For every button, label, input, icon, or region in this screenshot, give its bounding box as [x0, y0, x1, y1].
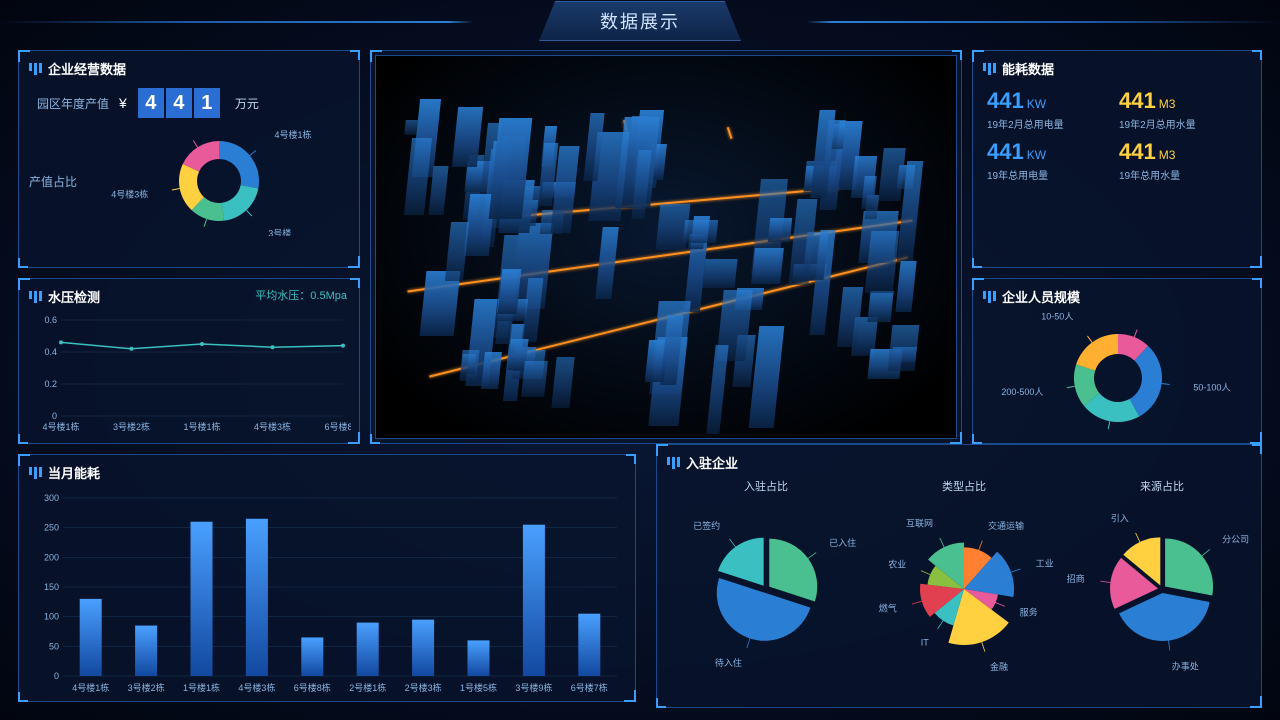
bars-icon — [29, 291, 42, 303]
panel-business-data: 企业经营数据 园区年度产值 ¥ 441 万元 产值占比 4号楼1栋3号楼1号楼2… — [18, 50, 360, 268]
panel-3d-city[interactable] — [370, 50, 962, 444]
svg-text:引入: 引入 — [1111, 513, 1129, 523]
bars-icon — [983, 291, 996, 303]
svg-text:200-500人: 200-500人 — [1001, 387, 1043, 397]
panel-title-text: 入驻企业 — [686, 453, 738, 472]
svg-text:2号楼1栋: 2号楼1栋 — [349, 682, 386, 693]
svg-text:分公司: 分公司 — [1222, 534, 1249, 544]
svg-text:4号楼1栋: 4号楼1栋 — [72, 682, 109, 693]
panel-monthly-energy: 当月能耗 0 50 100 150 200 250 300 4号楼1栋 3号楼2栋 1号楼1栋 4号… — [18, 454, 636, 702]
energy-metric: 441KW19年总用电量 — [987, 139, 1115, 182]
enterprise-pie-1: 交通运输工业服务金融 IT 燃气 农业 互联网 — [865, 494, 1063, 674]
svg-text:4号楼1栋: 4号楼1栋 — [274, 129, 311, 140]
energy-metric: 441M319年2月总用水量 — [1119, 88, 1247, 131]
svg-text:250: 250 — [44, 523, 59, 533]
panel-title-text: 企业人员规模 — [1002, 287, 1080, 306]
ratio-label: 产值占比 — [29, 173, 89, 190]
pie-subtitle: 来源占比 — [1063, 478, 1261, 494]
bars-icon — [29, 63, 42, 75]
svg-text:已签约: 已签约 — [693, 520, 720, 531]
panel-title-text: 能耗数据 — [1002, 59, 1054, 78]
bars-icon — [983, 63, 996, 75]
bars-icon — [29, 467, 42, 479]
svg-text:待入住: 待入住 — [715, 657, 742, 668]
svg-text:4号楼3栋: 4号楼3栋 — [111, 188, 148, 199]
svg-text:3号楼2栋: 3号楼2栋 — [113, 421, 150, 432]
svg-text:3号楼9栋: 3号楼9栋 — [515, 682, 552, 693]
svg-text:1号楼1栋: 1号楼1栋 — [183, 421, 220, 432]
panel-enterprises: 入驻企业 入驻占比已入住待入住 已签约 类型占比交通运输工业服务金融 IT 燃气 农业 互联… — [656, 444, 1262, 708]
svg-text:150: 150 — [44, 582, 59, 592]
panel-title-text: 水压检测 — [48, 287, 100, 306]
svg-text:0: 0 — [52, 411, 57, 421]
svg-text:燃气: 燃气 — [879, 602, 897, 613]
svg-text:工业: 工业 — [1036, 558, 1054, 568]
svg-text:2号楼3栋: 2号楼3栋 — [405, 682, 442, 693]
svg-text:1号楼1栋: 1号楼1栋 — [183, 682, 220, 693]
enterprise-pie-0: 已入住待入住 已签约 — [667, 494, 865, 674]
svg-text:3号楼: 3号楼 — [268, 227, 291, 236]
header: 数据展示 — [0, 0, 1280, 42]
svg-text:服务: 服务 — [1020, 607, 1038, 618]
svg-text:金融: 金融 — [990, 661, 1008, 672]
output-unit: 万元 — [235, 95, 259, 112]
svg-text:已入住: 已入住 — [829, 537, 856, 548]
svg-text:4号楼1栋: 4号楼1栋 — [42, 421, 79, 432]
panel-title-text: 企业经营数据 — [48, 59, 126, 78]
panel-water-pressure: 水压检测 平均水压：0.5Mpa 0 0.2 0.4 0.6 4号楼1栋 3号楼2栋 1号楼… — [18, 278, 360, 444]
panel-energy-data: 能耗数据 441KW19年2月总用电量441M319年2月总用水量441KW19… — [972, 50, 1262, 268]
svg-text:4号楼3栋: 4号楼3栋 — [254, 421, 291, 432]
svg-text:IT: IT — [921, 637, 930, 647]
svg-text:0.6: 0.6 — [44, 315, 57, 325]
bars-icon — [667, 457, 680, 469]
svg-text:1号楼5栋: 1号楼5栋 — [460, 682, 497, 693]
currency-symbol: ¥ — [119, 95, 127, 111]
svg-text:6号楼7栋: 6号楼7栋 — [571, 682, 608, 693]
svg-text:互联网: 互联网 — [906, 519, 933, 529]
pie-subtitle: 入驻占比 — [667, 478, 865, 494]
annual-output-label: 园区年度产值 — [37, 95, 109, 112]
svg-text:4号楼3栋: 4号楼3栋 — [238, 682, 275, 693]
pie-subtitle: 类型占比 — [865, 478, 1063, 494]
svg-text:6号楼8栋: 6号楼8栋 — [324, 421, 351, 432]
svg-text:0: 0 — [54, 671, 59, 681]
svg-text:交通运输: 交通运输 — [988, 520, 1024, 531]
page-title: 数据展示 — [539, 1, 741, 41]
monthly-energy-bar-chart: 0 50 100 150 200 250 300 4号楼1栋 3号楼2栋 1号楼1栋 4号楼3栋 6号… — [29, 488, 627, 698]
energy-metric: 441KW19年2月总用电量 — [987, 88, 1115, 131]
water-pressure-line-chart: 0 0.2 0.4 0.6 4号楼1栋 3号楼2栋 1号楼1栋 4号楼3栋 6号楼8栋 — [29, 312, 351, 436]
svg-text:10-50人: 10-50人 — [1041, 312, 1073, 322]
svg-text:0.4: 0.4 — [44, 347, 57, 357]
svg-text:办事处: 办事处 — [1172, 660, 1199, 671]
svg-text:0.2: 0.2 — [44, 379, 57, 389]
city-3d-view[interactable] — [375, 55, 957, 439]
svg-text:200: 200 — [44, 552, 59, 562]
svg-text:招商: 招商 — [1067, 573, 1085, 584]
svg-text:300: 300 — [44, 493, 59, 503]
svg-text:6号楼8栋: 6号楼8栋 — [294, 682, 331, 693]
svg-text:农业: 农业 — [888, 558, 906, 569]
svg-text:3号楼2栋: 3号楼2栋 — [128, 682, 165, 693]
staff-scale-donut: 10以下50-100人100-200人200-500人10-50人 — [983, 312, 1253, 442]
output-ratio-donut: 4号楼1栋3号楼1号楼2栋4号楼3栋8号楼8栋 — [89, 126, 349, 236]
svg-text:50-100人: 50-100人 — [1193, 383, 1230, 393]
panel-staff-scale: 企业人员规模 10以下50-100人100-200人200-500人10-50人 — [972, 278, 1262, 444]
output-digits: 441 — [137, 88, 221, 118]
enterprise-pie-2: 分公司办事处 招商 引入 — [1063, 494, 1261, 674]
svg-text:100: 100 — [44, 612, 59, 622]
panel-title-text: 当月能耗 — [48, 463, 100, 482]
energy-metric: 441M319年总用水量 — [1119, 139, 1247, 182]
water-average-label: 平均水压：0.5Mpa — [255, 287, 347, 303]
svg-text:50: 50 — [49, 641, 59, 651]
